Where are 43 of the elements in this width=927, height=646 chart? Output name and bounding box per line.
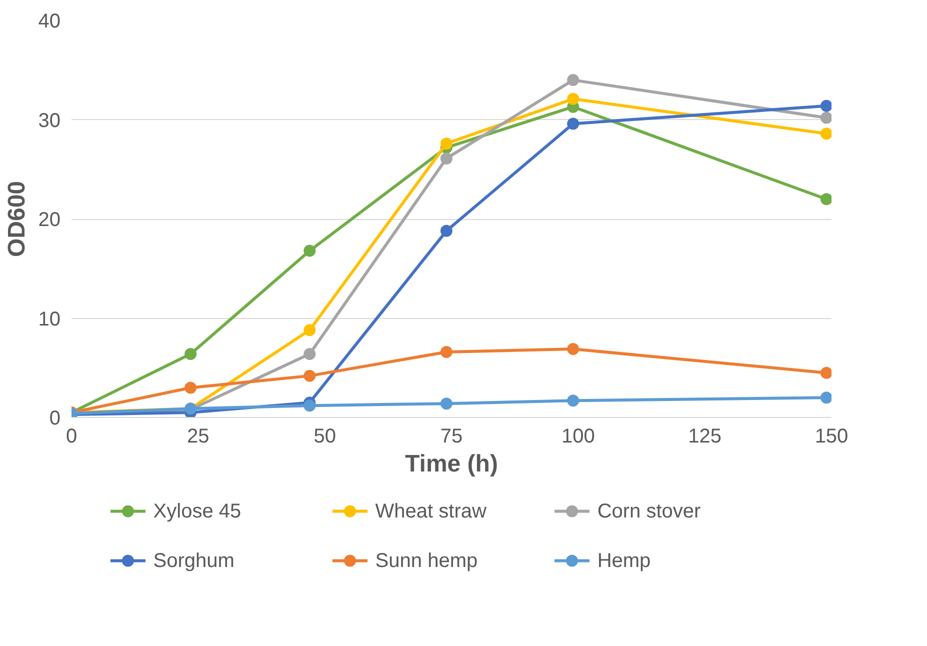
y-tick-label: 20 — [38, 209, 61, 231]
legend-label: Sorghum — [153, 550, 234, 572]
point — [304, 324, 316, 336]
x-tick-label: 150 — [814, 426, 848, 448]
point — [567, 118, 580, 130]
legend-label: Xylose 45 — [153, 500, 242, 522]
point — [820, 193, 832, 206]
y-tick-label: 40 — [38, 10, 61, 32]
point — [304, 400, 316, 412]
x-tick-label: 75 — [440, 426, 463, 448]
point — [440, 346, 452, 358]
x-tick-label: 50 — [314, 426, 336, 448]
point — [304, 370, 316, 382]
x-tick-label: 0 — [66, 426, 78, 448]
point — [567, 74, 580, 86]
point — [567, 92, 580, 105]
point — [304, 244, 316, 257]
x-tick-label: 25 — [187, 426, 210, 448]
legend-label: Wheat straw — [375, 500, 488, 522]
point — [820, 128, 832, 140]
point — [820, 112, 832, 124]
point — [304, 348, 316, 360]
point — [440, 152, 452, 164]
point — [567, 394, 580, 407]
y-tick-label: 0 — [49, 408, 60, 430]
point — [567, 343, 580, 356]
y-tick-label: 10 — [38, 308, 61, 330]
legend-label: Sunn hemp — [375, 550, 478, 572]
x-tick-label: 100 — [561, 426, 595, 448]
y-axis-title: OD600 — [3, 180, 30, 258]
point — [184, 382, 197, 394]
point — [440, 224, 452, 237]
x-tick-label: 125 — [688, 426, 722, 448]
point — [820, 366, 832, 379]
point — [820, 392, 832, 404]
point — [440, 398, 452, 410]
legend-label: Hemp — [597, 550, 651, 572]
legend-label: Corn stover — [597, 500, 702, 522]
x-axis-title: Time (h) — [405, 450, 498, 478]
y-tick-label: 30 — [38, 110, 61, 132]
point — [184, 348, 197, 360]
point — [820, 100, 832, 112]
point — [440, 138, 452, 150]
